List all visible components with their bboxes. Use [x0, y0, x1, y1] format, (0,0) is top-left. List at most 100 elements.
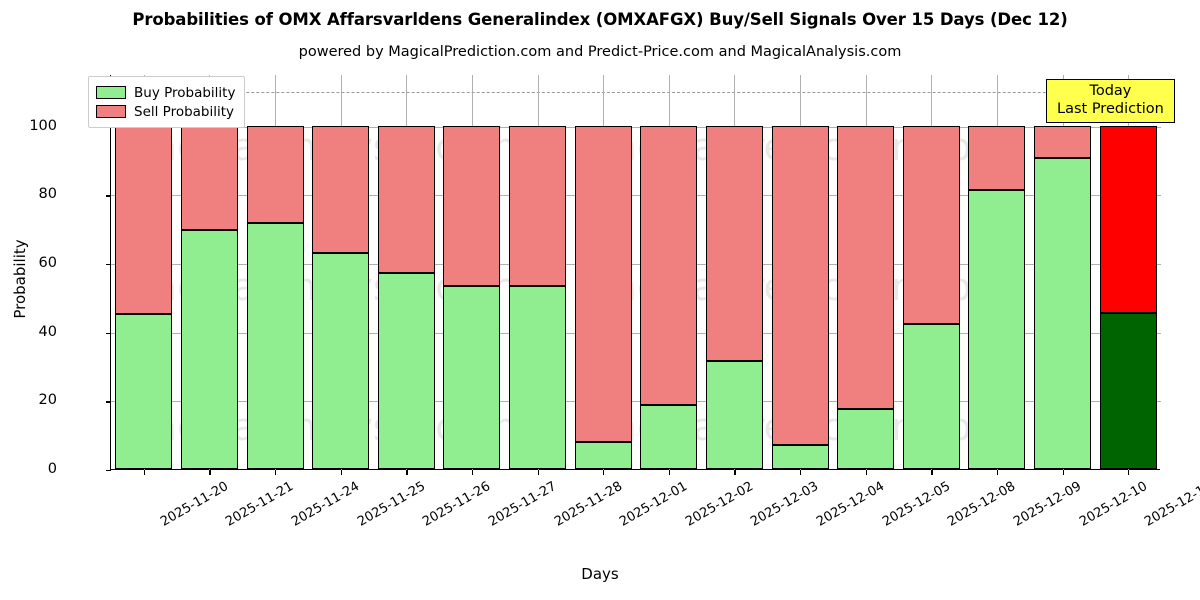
- bar-segment-sell: [312, 125, 370, 254]
- x-tick-mark: [537, 470, 539, 475]
- bar-stacked: [509, 74, 567, 469]
- bar-stacked: [771, 74, 829, 469]
- x-tick-label: 2025-12-08: [945, 479, 1019, 530]
- x-tick-label: 2025-12-04: [814, 479, 888, 530]
- bar-stacked: [180, 74, 238, 469]
- x-tick-label: 2025-11-21: [223, 479, 297, 530]
- bar-segment-sell: [1034, 125, 1092, 158]
- bar-segment-buy: [1034, 157, 1092, 469]
- bar-stacked: [312, 74, 370, 469]
- gridline-horizontal: [111, 401, 1161, 403]
- bar-today: [1099, 74, 1157, 469]
- x-tick-mark: [209, 470, 211, 475]
- bar-segment-buy: [246, 222, 304, 469]
- today-annotation-line1: Today: [1089, 83, 1132, 99]
- x-tick-mark: [865, 470, 867, 475]
- bar-segment-sell: [443, 125, 501, 286]
- x-tick-label: 2025-11-26: [420, 479, 494, 530]
- y-tick-label: 0: [47, 461, 57, 477]
- x-tick-mark: [143, 470, 146, 475]
- y-tick-label: 40: [38, 323, 57, 340]
- chart-subtitle: powered by MagicalPrediction.com and Pre…: [298, 44, 902, 60]
- y-tick-label: 100: [29, 117, 57, 134]
- bar-stacked: [705, 74, 763, 469]
- legend-item-buy: Buy Probability: [96, 83, 235, 102]
- y-tick-mark: [106, 263, 111, 266]
- bar-segment-buy: [443, 285, 501, 469]
- x-tick-label: 2025-11-20: [157, 479, 231, 530]
- x-tick-mark: [1128, 470, 1130, 475]
- bar-segment-sell: [246, 125, 304, 223]
- x-tick-label: 2025-11-25: [354, 479, 428, 530]
- x-tick-mark: [603, 470, 605, 475]
- bar-segment-sell: [705, 125, 763, 362]
- x-tick-mark: [734, 470, 736, 475]
- x-tick-mark: [340, 470, 342, 475]
- gridline-horizontal: [111, 263, 1161, 265]
- x-tick-mark: [471, 470, 474, 475]
- x-tick-mark: [996, 470, 999, 475]
- bar-stacked: [1034, 74, 1092, 469]
- bar-stacked: [443, 74, 501, 469]
- bar-segment-sell: [837, 125, 895, 409]
- bar-segment-buy: [837, 408, 895, 469]
- bar-stacked: [640, 74, 698, 469]
- bar-segment-buy: [312, 253, 370, 469]
- x-tick-label: 2025-12-10: [1076, 479, 1150, 530]
- x-tick-label: 2025-12-05: [879, 479, 953, 530]
- chart-title: Probabilities of OMX Affarsvarldens Gene…: [132, 10, 1068, 29]
- bar-segment-sell: [902, 125, 960, 325]
- legend-item-sell: Sell Probability: [96, 102, 235, 121]
- bar-segment-buy: [902, 324, 960, 469]
- x-tick-mark: [1062, 470, 1064, 475]
- bar-stacked: [902, 74, 960, 469]
- x-tick-mark: [800, 470, 802, 475]
- bar-segment-sell: [377, 125, 435, 273]
- bar-stacked: [377, 74, 435, 469]
- legend-label-sell: Sell Probability: [134, 103, 235, 120]
- y-tick-mark: [106, 332, 111, 334]
- threshold-dashed-line: [111, 92, 1161, 94]
- y-tick-mark: [106, 401, 111, 403]
- x-tick-label: 2025-11-24: [289, 479, 363, 530]
- y-tick-mark: [106, 470, 111, 472]
- gridline-horizontal: [111, 195, 1161, 197]
- x-tick-label: 2025-11-28: [551, 479, 625, 530]
- bar-segment-sell: [640, 125, 698, 406]
- x-tick-mark: [275, 470, 277, 475]
- bar-stacked: [574, 74, 632, 469]
- x-tick-mark: [406, 470, 408, 475]
- x-tick-label: 2025-12-02: [682, 479, 756, 530]
- bar-segment-buy: [180, 229, 238, 469]
- x-tick-label: 2025-12-11: [1142, 479, 1200, 530]
- bar-segment-buy: [771, 445, 829, 469]
- legend-swatch-buy: [96, 86, 126, 99]
- bar-segment-buy: [509, 285, 567, 469]
- bar-stacked: [968, 74, 1026, 469]
- legend-swatch-sell: [96, 105, 126, 118]
- bar-segment-buy: [968, 190, 1026, 469]
- bar-stacked: [246, 74, 304, 469]
- gridline-horizontal: [111, 332, 1161, 334]
- today-annotation-line2: Last Prediction: [1057, 100, 1164, 117]
- x-tick-label: 2025-11-27: [486, 479, 559, 530]
- bar-segment-sell: [509, 125, 567, 286]
- bar-segment-buy: [1099, 313, 1157, 469]
- y-tick-label: 60: [38, 254, 57, 271]
- bar-segment-buy: [115, 313, 173, 469]
- x-tick-mark: [668, 470, 671, 475]
- bar-segment-buy: [640, 405, 698, 469]
- x-tick-label: 2025-12-09: [1011, 479, 1084, 530]
- x-axis-label: Days: [581, 565, 619, 583]
- y-tick-mark: [106, 195, 111, 197]
- y-axis-label: Probability: [11, 239, 29, 319]
- x-tick-label: 2025-12-01: [617, 479, 691, 530]
- gridline-horizontal: [111, 126, 1161, 128]
- today-annotation: Today Last Prediction: [1046, 79, 1175, 124]
- bar-segment-sell: [771, 125, 829, 446]
- bar-segment-sell: [968, 125, 1026, 191]
- bar-segment-buy: [377, 272, 435, 469]
- x-tick-mark: [931, 470, 933, 475]
- chart-legend: Buy Probability Sell Probability: [88, 76, 246, 128]
